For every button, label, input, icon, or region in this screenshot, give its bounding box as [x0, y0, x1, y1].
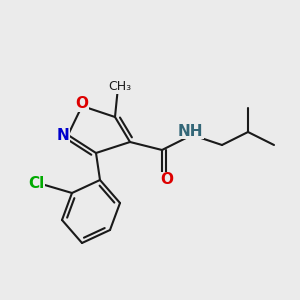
Text: O: O — [76, 97, 88, 112]
Text: NH: NH — [177, 124, 203, 139]
Text: O: O — [160, 172, 173, 188]
Text: Cl: Cl — [28, 176, 44, 190]
Text: CH₃: CH₃ — [108, 80, 132, 94]
Text: N: N — [57, 128, 69, 142]
